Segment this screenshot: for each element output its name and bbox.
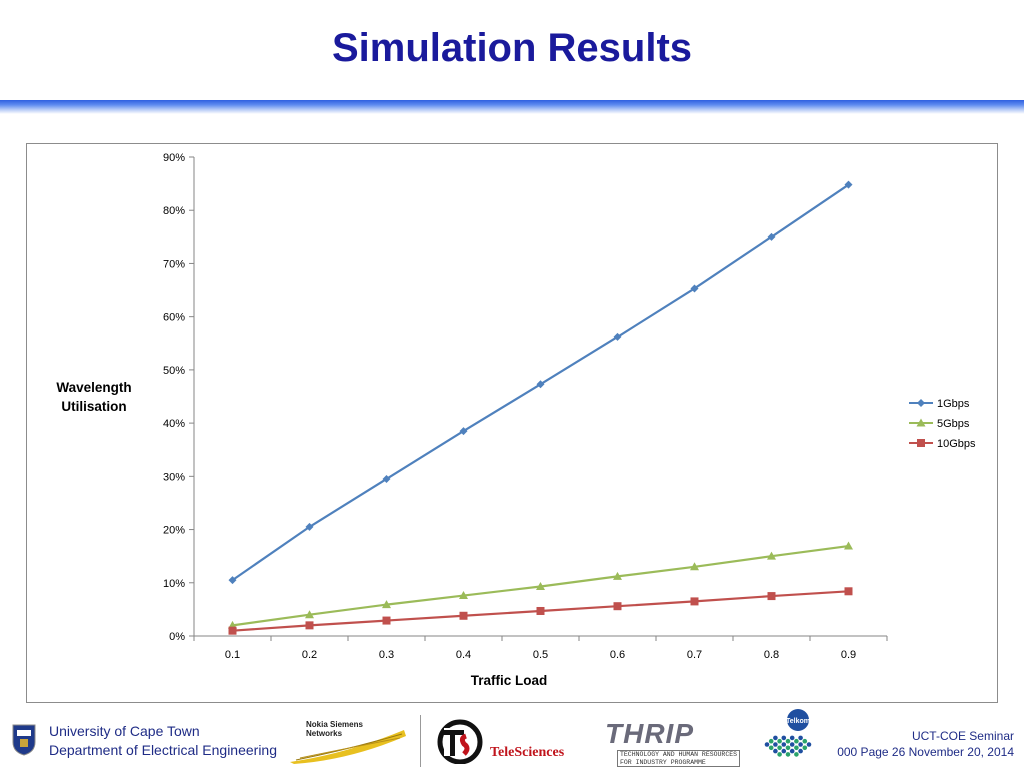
y-tick-label: 90%	[163, 152, 185, 164]
data-point-10gbps	[382, 616, 391, 625]
footer-divider	[420, 715, 421, 767]
data-point-1gbps	[690, 284, 699, 293]
nsn-line-1: Nokia Siemens	[306, 720, 363, 729]
series-group	[228, 180, 853, 635]
data-point-1gbps	[844, 180, 853, 189]
legend-label: 5Gbps	[937, 418, 970, 430]
thrip-sub-line-1: TECHNOLOGY AND HUMAN RESOURCES	[620, 751, 738, 758]
data-point-5gbps	[382, 600, 391, 609]
data-point-5gbps	[459, 591, 468, 600]
footer: University of Cape Town Department of El…	[0, 709, 1024, 768]
x-tick-label: 0.5	[533, 649, 548, 661]
y-axis-label: Wavelength Utilisation	[56, 380, 131, 414]
y-tick-label: 70%	[163, 258, 185, 270]
y-tick-label: 80%	[163, 205, 185, 217]
data-point-5gbps	[613, 571, 622, 580]
x-tick-label: 0.4	[456, 649, 471, 661]
data-point-10gbps	[459, 611, 468, 620]
y-tick-label: 30%	[163, 471, 185, 483]
data-point-1gbps	[536, 380, 545, 389]
y-axis-label-line: Wavelength	[56, 380, 131, 395]
data-point-5gbps	[844, 541, 853, 550]
legend-marker	[916, 418, 926, 427]
thrip-logo: THRIP TECHNOLOGY AND HUMAN RESOURCES FOR…	[605, 718, 745, 767]
y-tick-label: 60%	[163, 312, 185, 324]
y-tick-label: 0%	[169, 631, 185, 643]
x-axis-label: Traffic Load	[471, 673, 548, 688]
data-point-5gbps	[690, 562, 699, 571]
nsn-text: Nokia Siemens Networks	[306, 720, 363, 738]
legend-label: 1Gbps	[937, 398, 970, 410]
thrip-sub-line-2: FOR INDUSTRY PROGRAMME	[620, 758, 706, 766]
seminar-title: UCT-COE Seminar	[911, 729, 1014, 743]
chart-frame: Wavelength Utilisation 0% 10% 20% 30% 40% 50% 6…	[26, 143, 998, 703]
data-point-1gbps	[767, 232, 776, 241]
legend-marker	[917, 399, 925, 407]
data-point-5gbps	[767, 551, 776, 560]
university-name: University of Cape Town Department of El…	[49, 722, 277, 760]
telesciences-label: TeleSciences	[490, 745, 565, 760]
data-point-1gbps	[228, 576, 237, 585]
data-point-1gbps	[382, 474, 391, 483]
nsn-swoosh-icon	[290, 730, 406, 764]
legend-item-1gbps: 1Gbps	[909, 398, 970, 410]
legend: 1Gbps 5Gbps 10Gbps	[909, 398, 976, 450]
data-point-10gbps	[690, 597, 699, 606]
data-point-10gbps	[305, 621, 314, 630]
x-tick-label: 0.2	[302, 649, 317, 661]
axes	[193, 157, 887, 637]
x-tick-label: 0.3	[379, 649, 394, 661]
uct-crest-icon	[12, 724, 36, 756]
data-point-5gbps	[305, 610, 314, 619]
title-divider	[0, 100, 1024, 114]
department-label: Department of Electrical Engineering	[49, 742, 278, 758]
y-axis-ticks: 0% 10% 20% 30% 40% 50% 60% 70% 80% 90%	[163, 152, 194, 643]
telkom-logo-icon: Telkom	[764, 709, 812, 757]
y-tick-label: 40%	[163, 418, 185, 430]
data-point-5gbps	[536, 582, 545, 591]
slide-title: Simulation Results	[331, 26, 693, 70]
series-1gbps	[228, 180, 853, 585]
y-tick-label: 20%	[163, 525, 185, 537]
line-chart: Wavelength Utilisation 0% 10% 20% 30% 40% 50% 6…	[56, 152, 976, 688]
x-tick-label: 0.1	[225, 649, 240, 661]
university-label: University of Cape Town	[49, 723, 200, 739]
series-5gbps	[228, 541, 853, 629]
legend-label: 10Gbps	[937, 438, 976, 450]
x-tick-label: 0.8	[764, 649, 779, 661]
data-point-10gbps	[228, 626, 237, 635]
legend-item-5gbps: 5Gbps	[909, 418, 970, 430]
ts-emblem-icon	[437, 719, 483, 764]
x-tick-label: 0.9	[841, 649, 856, 661]
thrip-word: THRIP	[605, 718, 694, 749]
data-point-1gbps	[459, 427, 468, 436]
x-tick-label: 0.7	[687, 649, 702, 661]
y-tick-label: 50%	[163, 365, 185, 377]
seminar-info: UCT-COE Seminar 000 Page 26 November 20,…	[837, 728, 1014, 760]
series-10gbps	[228, 587, 853, 635]
data-point-10gbps	[613, 602, 622, 611]
data-point-1gbps	[305, 522, 314, 531]
thrip-subtitle: TECHNOLOGY AND HUMAN RESOURCES FOR INDUS…	[617, 750, 741, 767]
y-axis-label-line: Utilisation	[61, 399, 126, 414]
telkom-label: Telkom	[786, 718, 810, 725]
y-tick-label: 10%	[163, 578, 185, 590]
nokia-siemens-logo: Nokia Siemens Networks	[286, 720, 410, 764]
telesciences-logo: TeleSciences	[432, 718, 577, 764]
nsn-line-2: Networks	[306, 729, 343, 738]
data-point-10gbps	[767, 592, 776, 601]
data-point-10gbps	[536, 606, 545, 615]
data-point-1gbps	[613, 332, 622, 341]
x-tick-label: 0.6	[610, 649, 625, 661]
seminar-page-date: 000 Page 26 November 20, 2014	[837, 745, 1014, 759]
legend-item-10gbps: 10Gbps	[909, 438, 976, 450]
legend-marker	[917, 439, 925, 447]
x-axis-ticks: 0.1 0.2 0.3 0.4 0.5 0.6 0.7 0.8 0.9	[193, 636, 888, 661]
data-point-10gbps	[844, 587, 853, 596]
